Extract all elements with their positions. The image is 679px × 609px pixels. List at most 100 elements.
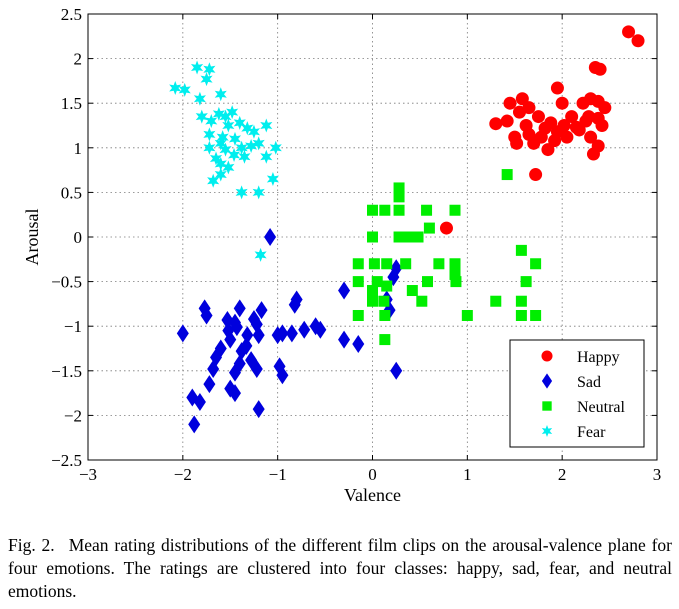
caption-label: Fig. 2. [8,535,55,555]
legend-label-sad: Sad [577,374,601,391]
neutral-point [450,276,462,288]
caption-text: Mean rating distributions of the differe… [8,535,672,601]
neutral-point [379,309,391,321]
axes-frame [87,13,658,461]
x-tick-label: −1 [269,465,287,484]
neutral-point [400,258,412,270]
neutral-point [433,258,445,270]
fear-point [207,173,220,188]
neutral-point [393,191,405,203]
fear-point [245,139,258,154]
fear-point [203,127,216,142]
fear-point [235,185,248,200]
sad-point [235,342,248,361]
neutral-point [520,276,532,288]
legend-marker-fear [541,425,553,437]
x-tick-label: 1 [463,465,472,484]
y-axis-label: Arousal [22,209,42,266]
sad-point [285,324,298,343]
neutral-point [490,295,502,307]
y-tick-label: 1.5 [61,94,82,113]
fear-point [216,130,229,145]
sad-point [228,384,241,403]
legend-marker-happy [541,350,553,362]
neutral-point [515,244,527,256]
neutral-point [352,258,364,270]
neutral-point [393,204,405,216]
happy-point [500,114,514,128]
neutral-point [422,276,434,288]
happy-point [439,221,453,235]
fear-point [233,115,246,130]
fear-point [260,149,273,164]
sad-point [264,228,277,246]
neutral-point [379,204,391,216]
fear-point [222,118,235,133]
sad-point [228,363,241,382]
fear-point [193,91,206,106]
sad-point [188,415,201,434]
series-sad [176,228,403,434]
sad-point [200,306,213,325]
neutral-point [379,334,391,346]
neutral-point [367,231,378,243]
fear-point [241,121,254,136]
happy-point [584,130,598,144]
happy-point [593,62,607,76]
y-tick-label: −2 [64,406,82,425]
x-tick-label: −3 [79,465,97,484]
sad-point [241,326,254,345]
y-tick-label: −1.5 [51,362,82,381]
fear-point [238,149,251,164]
y-tick-label: 2.5 [61,5,82,24]
happy-point [510,136,524,150]
fear-point [203,140,216,155]
neutral-point [449,268,461,280]
sad-point [176,324,189,343]
neutral-point [421,204,433,216]
fear-point [228,131,242,146]
legend: Happy Sad Neutral Fear [509,339,645,448]
neutral-point [352,309,364,321]
series-happy [439,25,645,235]
series-neutral [352,169,542,346]
x-tick-label: 0 [368,465,377,484]
neutral-point [530,258,542,270]
neutral-point [515,295,527,307]
x-tick-label: −2 [174,465,192,484]
happy-point [572,123,586,137]
legend-box [509,339,645,448]
series-fear [169,60,282,262]
fear-point [200,72,213,87]
neutral-point [515,309,527,321]
neutral-point [393,231,405,243]
neutral-point [461,309,473,321]
fear-point [178,82,191,97]
y-tick-label: −1 [64,317,82,336]
sad-point [338,281,351,300]
fear-point [226,105,239,120]
x-tick-label: 2 [558,465,567,484]
happy-point [550,81,564,95]
happy-point [531,110,545,124]
neutral-point [381,280,393,292]
happy-point [541,143,555,157]
sad-point [390,361,403,380]
happy-point [595,119,609,132]
y-tick-label: 2 [74,50,83,69]
y-tick-label: −0.5 [51,273,82,292]
happy-point [565,110,579,124]
sad-point [250,360,263,379]
neutral-point [393,182,405,194]
fear-point [260,118,273,133]
y-tick-label: 0.5 [61,183,82,202]
x-tick-label: 3 [653,465,662,484]
fear-point [252,136,265,151]
legend-marker-sad [541,373,553,389]
neutral-point [403,231,415,243]
fear-point [235,140,248,155]
sad-point [298,320,311,339]
sad-point [193,393,206,412]
fear-point [212,106,225,121]
neutral-point [352,276,364,288]
